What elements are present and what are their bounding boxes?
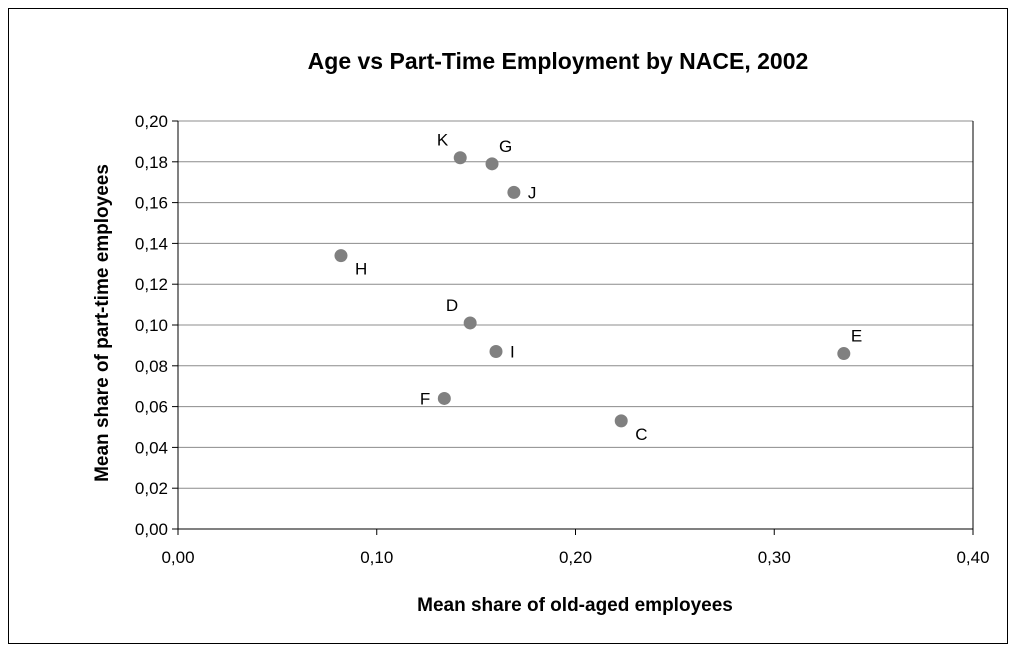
data-point-I: [489, 345, 503, 359]
point-label-E: E: [851, 327, 862, 346]
point-label-F: F: [420, 389, 430, 408]
data-point-H: [334, 249, 348, 263]
chart-frame: Age vs Part-Time Employment by NACE, 200…: [8, 8, 1008, 644]
x-axis-title: Mean share of old-aged employees: [417, 595, 733, 616]
point-label-K: K: [437, 131, 449, 150]
y-tick-label: 0,02: [135, 479, 168, 498]
data-point-K: [453, 151, 467, 165]
chart-title: Age vs Part-Time Employment by NACE, 200…: [308, 48, 809, 74]
y-tick-label: 0,10: [135, 316, 168, 335]
x-tick-labels: 0,00 0,10 0,20 0,30 0,40: [161, 548, 989, 567]
y-axis-title: Mean share of part-time employees: [92, 164, 113, 482]
point-label-D: D: [446, 296, 458, 315]
point-label-C: C: [635, 425, 647, 444]
x-tick-label: 0,20: [559, 548, 592, 567]
y-tick-label: 0,12: [135, 275, 168, 294]
point-label-J: J: [528, 183, 537, 202]
data-point-E: [837, 347, 851, 361]
data-point-C: [614, 414, 628, 428]
x-tick-label: 0,30: [758, 548, 791, 567]
point-label-G: G: [499, 137, 512, 156]
data-points: [334, 151, 851, 428]
y-tick-label: 0,18: [135, 153, 168, 172]
data-point-G: [485, 157, 499, 171]
y-tick-label: 0,14: [135, 234, 168, 253]
x-tick-label: 0,10: [360, 548, 393, 567]
data-point-D: [463, 316, 477, 330]
data-point-J: [507, 185, 521, 199]
x-tick-label: 0,00: [161, 548, 194, 567]
point-label-I: I: [510, 343, 515, 362]
y-tick-label: 0,08: [135, 357, 168, 376]
y-tick-label: 0,16: [135, 194, 168, 213]
y-tick-label: 0,04: [135, 438, 168, 457]
point-labels: K G J H D I E F C: [355, 131, 862, 444]
point-label-H: H: [355, 260, 367, 279]
y-tick-labels: 0,00 0,02 0,04 0,06 0,08 0,10 0,12 0,14 0,16 0,18…: [135, 112, 168, 539]
gridlines: [178, 120, 973, 489]
y-tick-label: 0,00: [135, 520, 168, 539]
data-point-F: [437, 391, 451, 405]
y-tick-label: 0,20: [135, 112, 168, 131]
y-tick-label: 0,06: [135, 398, 168, 417]
x-tick-label: 0,40: [956, 548, 989, 567]
scatter-chart: Age vs Part-Time Employment by NACE, 200…: [92, 48, 990, 616]
axes: [172, 120, 974, 535]
